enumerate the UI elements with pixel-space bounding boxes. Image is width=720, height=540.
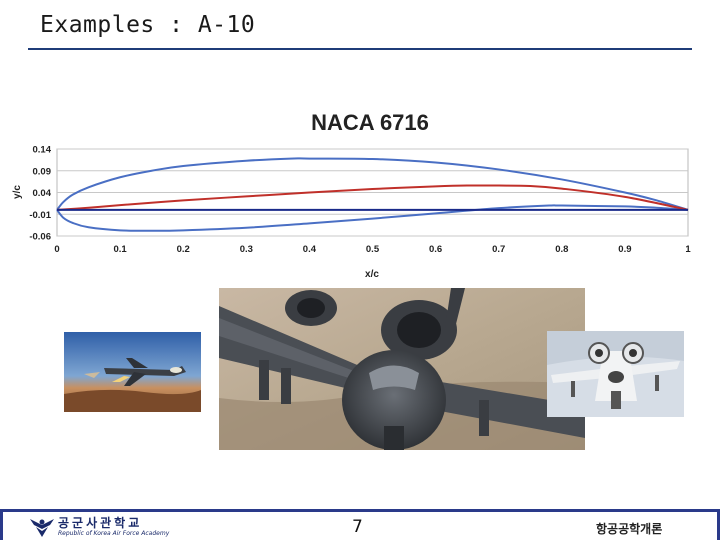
chart-gridlines (56, 148, 689, 237)
course-name: 항공공학개론 (596, 522, 663, 536)
x-tick-label: 0.2 (177, 244, 190, 255)
x-tick-label: 0 (54, 244, 59, 255)
school-name: 공군사관학교 (58, 516, 143, 530)
x-tick-label: 1 (685, 244, 691, 255)
x-tick-label: 0.8 (555, 244, 568, 255)
y-tick-label: -0.01 (29, 210, 51, 221)
y-tick-label: 0.09 (33, 166, 52, 177)
x-axis-label: x/c (365, 269, 379, 280)
center-photo (219, 288, 585, 450)
x-tick-label: 0.7 (492, 244, 505, 255)
footer-divider (0, 509, 720, 512)
chart-series (56, 157, 689, 232)
footer (0, 512, 720, 540)
x-tick-label: 0.1 (113, 244, 127, 255)
a10-firing-image (64, 332, 201, 412)
title-divider (28, 48, 692, 50)
footer-left-edge (0, 512, 3, 540)
y-tick-label: 0.14 (33, 145, 52, 156)
page-number: 7 (352, 517, 363, 537)
x-tick-label: 0.5 (366, 244, 380, 255)
x-tick-label: 0.4 (303, 244, 317, 255)
school-subtitle: Republic of Korea Air Force Academy (58, 530, 170, 537)
y-tick-label: -0.06 (29, 232, 51, 243)
a10-in-flight-image (547, 331, 684, 417)
left-photo (64, 332, 201, 412)
x-tick-label: 0.9 (618, 244, 631, 255)
academy-emblem-icon (30, 519, 54, 537)
series-line-3 (56, 184, 689, 211)
footer-right-edge (717, 512, 720, 540)
x-tick-label: 0.6 (429, 244, 442, 255)
y-axis-label: y/c (12, 185, 23, 199)
a10-front-closeup-image (219, 288, 585, 450)
right-photo (547, 331, 684, 417)
chart-tick-labels: 0.14 0.09 0.04 -0.01 -0.060 0.1 0.2 0.3 0.4 0.5 0.… (29, 145, 691, 256)
slide-title: Examples : A-10 (40, 12, 256, 38)
airfoil-chart: NACA 6716 0.140.090.04-0.01-0.060 0.1 0.2 0… (12, 110, 691, 280)
series-line-2 (56, 204, 689, 232)
y-tick-label: 0.04 (33, 188, 52, 199)
x-tick-label: 0.3 (240, 244, 253, 255)
chart-title: NACA 6716 (311, 110, 429, 135)
series-line-1 (56, 157, 689, 211)
